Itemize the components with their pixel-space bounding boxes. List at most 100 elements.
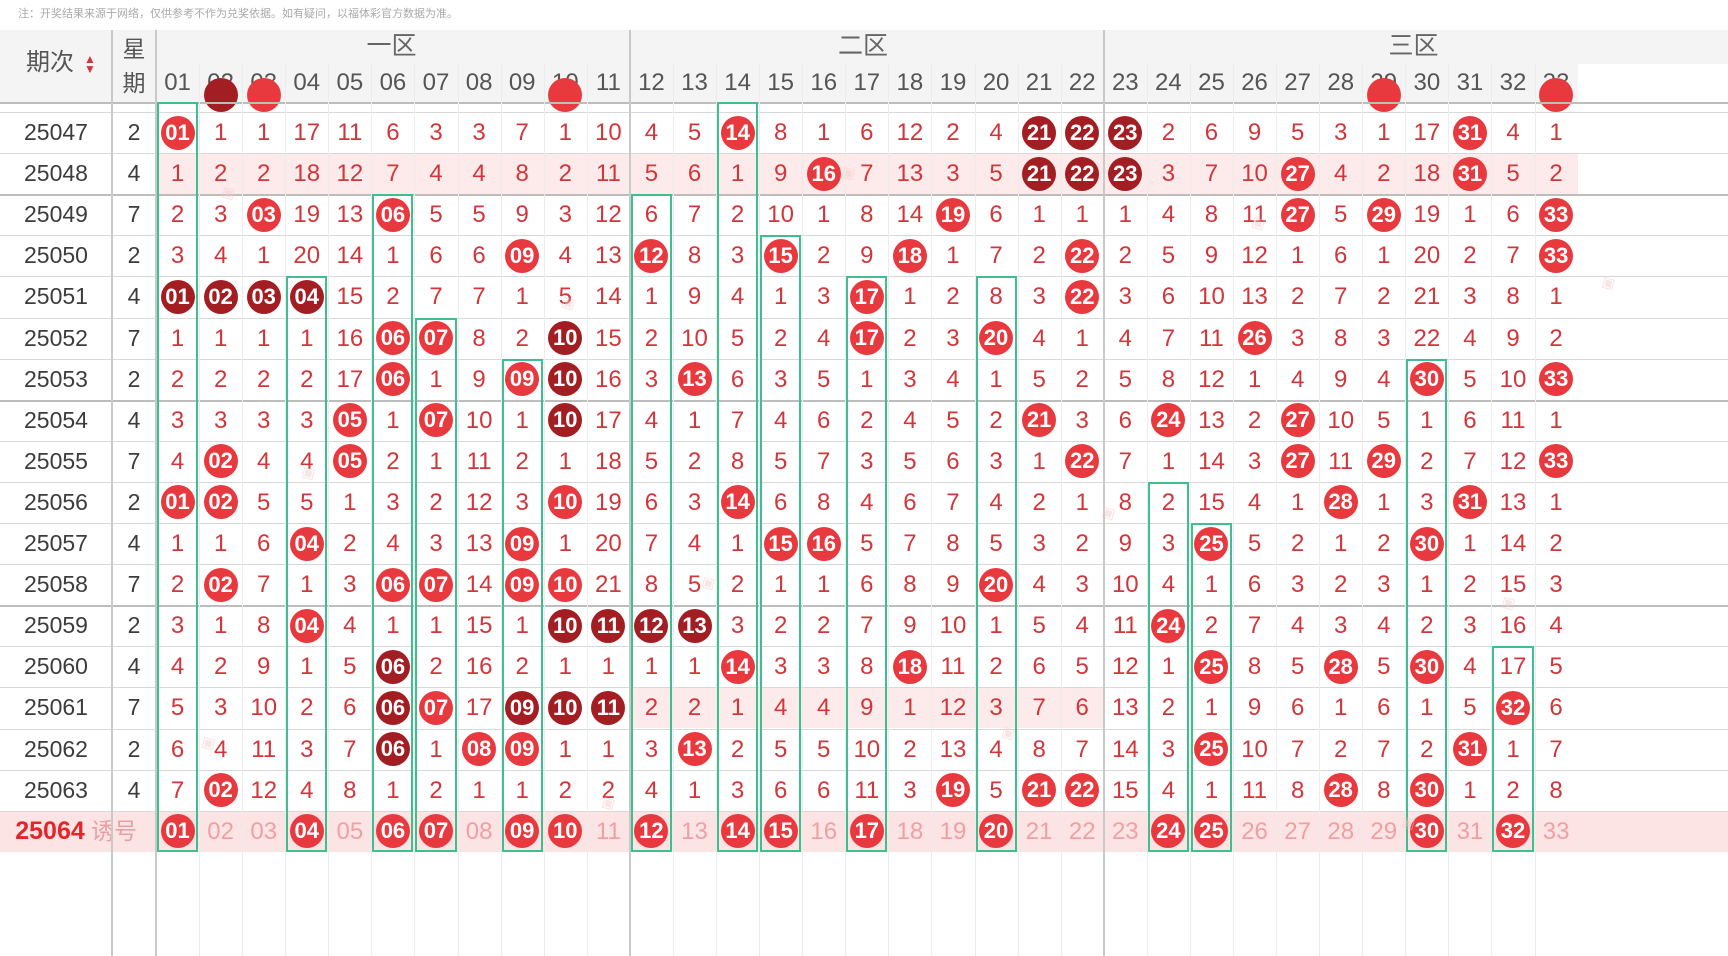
miss-count: 8: [1506, 283, 1520, 311]
selection-row: 25064 诱号 01 02 03 04 05 06 07 08 09 10 11 12 13 14 15 16 1…: [0, 811, 1728, 852]
issue-number: 25058: [24, 571, 88, 598]
column-divider: [888, 64, 890, 956]
row-divider: [0, 564, 1728, 566]
drawn-ball: 27: [1280, 197, 1315, 232]
unselected-number[interactable]: 19: [939, 817, 967, 845]
unselected-number[interactable]: 02: [207, 817, 234, 845]
miss-count: 4: [687, 530, 702, 557]
row-divider: [0, 440, 1728, 442]
miss-count: 3: [213, 694, 228, 722]
miss-count: 12: [250, 776, 278, 804]
miss-count: 17: [594, 406, 622, 434]
miss-count: 8: [860, 201, 874, 229]
miss-count: 1: [1549, 406, 1563, 434]
miss-count: 8: [989, 283, 1003, 311]
trend-box: [372, 194, 414, 852]
selected-ball[interactable]: 30: [1409, 814, 1444, 849]
unselected-number[interactable]: 18: [896, 817, 924, 845]
unselected-number[interactable]: 26: [1241, 817, 1268, 845]
unselected-number[interactable]: 33: [1542, 817, 1570, 845]
table-row: 25057 4 1 1 6 04 2 4 3 13 09 1 20 7 4 1 15 16 5 7 8 5 3 2 9 3 25 5 2…: [0, 523, 1728, 564]
unselected-number[interactable]: 16: [810, 817, 838, 845]
drawn-ball: 22: [1065, 444, 1100, 479]
miss-count: 14: [336, 242, 364, 270]
issue-header[interactable]: 期次 ▲ ▼: [0, 30, 112, 102]
weekday: 7: [127, 694, 141, 721]
drawn-ball: 33: [1539, 444, 1574, 479]
miss-count: 4: [213, 242, 228, 270]
miss-count: 2: [1161, 119, 1176, 146]
unselected-number[interactable]: 11: [595, 817, 621, 845]
miss-count: 1: [515, 776, 529, 804]
miss-count: 2: [429, 776, 443, 804]
selected-ball[interactable]: 17: [849, 814, 884, 849]
table-row: 25050 2 3 4 1 20 14 1 6 6 09 4 13 12 8 3 15 2 9 18 1 7 2 22 2 5 9 1…: [0, 235, 1728, 276]
selected-ball[interactable]: 06: [375, 814, 410, 849]
selected-ball[interactable]: 01: [160, 814, 195, 849]
number-header-08: 08: [457, 64, 501, 102]
miss-count: 2: [343, 530, 357, 557]
miss-count: 1: [257, 324, 271, 352]
issue-header-label: 期次: [26, 49, 74, 76]
selected-ball[interactable]: 15: [763, 814, 798, 849]
unselected-number[interactable]: 28: [1327, 817, 1355, 845]
drawn-ball: 04: [289, 526, 324, 561]
miss-count: 2: [170, 571, 185, 599]
column-divider: [1146, 64, 1148, 956]
miss-count: 2: [860, 406, 874, 434]
selected-ball[interactable]: 04: [289, 814, 324, 849]
miss-count: 7: [1204, 160, 1219, 188]
drawn-ball: 09: [505, 238, 540, 273]
sort-icon[interactable]: ▲ ▼: [84, 52, 96, 76]
miss-count: 8: [515, 160, 529, 188]
drawn-ball: 05: [332, 403, 367, 438]
miss-count: 3: [1161, 735, 1176, 763]
unselected-number[interactable]: 27: [1284, 817, 1311, 845]
drawn-ball: 06: [375, 197, 410, 232]
selected-ball[interactable]: 24: [1151, 814, 1186, 849]
selected-ball[interactable]: 12: [634, 814, 669, 849]
unselected-number[interactable]: 29: [1370, 817, 1398, 845]
table-row: 25059 2 3 1 8 04 4 1 1 15 1 10 11 12 13 3 2 2 7 9 10 1 5 4 11 24 2…: [0, 605, 1728, 646]
miss-count: 5: [1549, 653, 1563, 681]
unselected-number[interactable]: 31: [1456, 817, 1484, 845]
selected-ball[interactable]: 20: [979, 814, 1014, 849]
miss-count: 2: [1377, 160, 1391, 188]
miss-count: 3: [1420, 488, 1434, 516]
unselected-number[interactable]: 13: [681, 817, 708, 845]
trend-box: [415, 317, 457, 852]
unselected-number[interactable]: 05: [336, 817, 364, 845]
miss-count: 6: [386, 119, 400, 146]
drawn-ball: 33: [1539, 238, 1574, 273]
miss-count: 7: [1506, 242, 1520, 270]
selected-ball[interactable]: 10: [548, 814, 583, 849]
miss-count: 4: [644, 776, 659, 804]
drawn-ball: 26: [1237, 321, 1272, 356]
miss-count: 6: [817, 406, 831, 434]
miss-count: 4: [946, 365, 960, 393]
miss-count: 4: [989, 735, 1003, 763]
miss-count: 13: [939, 735, 967, 763]
miss-count: 8: [1334, 324, 1348, 352]
selected-ball[interactable]: 32: [1496, 814, 1531, 849]
miss-count: 15: [1111, 776, 1139, 804]
miss-count: 4: [558, 242, 572, 270]
drawn-ball: 03: [246, 279, 281, 314]
column-divider: [285, 64, 287, 956]
week-header: 星 期: [112, 30, 156, 102]
unselected-number[interactable]: 03: [250, 817, 278, 845]
drawn-ball: 21: [1022, 403, 1057, 438]
unselected-number[interactable]: 23: [1111, 817, 1139, 845]
selected-ball[interactable]: 25: [1194, 814, 1229, 849]
miss-count: 1: [472, 776, 486, 804]
selected-ball[interactable]: 07: [419, 814, 454, 849]
unselected-number[interactable]: 22: [1068, 817, 1096, 845]
selected-ball[interactable]: 09: [505, 814, 540, 849]
trend-box: [717, 102, 759, 852]
miss-count: 4: [1032, 571, 1046, 599]
miss-count: 3: [472, 119, 486, 146]
unselected-number[interactable]: 08: [465, 817, 493, 845]
selected-ball[interactable]: 14: [720, 814, 755, 849]
miss-count: 5: [644, 447, 659, 475]
unselected-number[interactable]: 21: [1025, 817, 1053, 845]
